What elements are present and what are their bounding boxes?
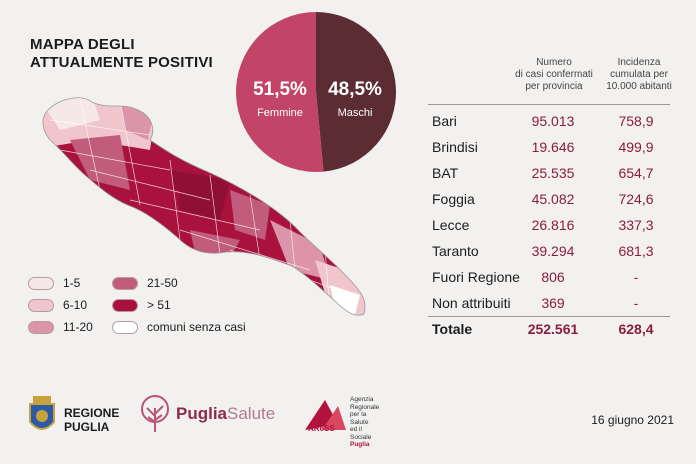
row-incidence: 499,9 — [618, 139, 654, 155]
row-province: Non attribuiti — [432, 295, 511, 311]
row-cases: 369 — [541, 295, 565, 311]
header-incidence: Incidenza cumulata per 10.000 abitanti — [598, 57, 680, 93]
aress-acronym: AReSS — [308, 424, 335, 433]
row-province: Taranto — [432, 243, 479, 259]
report-date: 16 giugno 2021 — [591, 413, 674, 427]
row-incidence: 724,6 — [618, 191, 654, 207]
puglia-salute-logo: PugliaSalute — [136, 394, 275, 439]
legend-swatch — [112, 298, 138, 312]
legend-swatch — [112, 320, 138, 334]
legend-item: 21-50 — [112, 276, 178, 290]
table-total-row: Totale 252.561 628,4 — [428, 316, 670, 342]
row-province: BAT — [432, 165, 459, 181]
row-province: Bari — [432, 113, 457, 129]
legend-swatch — [28, 320, 54, 334]
header-incidence-line: cumulata per — [610, 69, 668, 80]
row-cases: 39.294 — [531, 243, 575, 259]
gender-pie: 51,5% Femmine 48,5% Maschi — [233, 9, 399, 175]
region-line-1: REGIONE — [64, 406, 120, 420]
header-cases-line: per provincia — [525, 81, 583, 92]
male-label-group: 48,5% Maschi — [317, 79, 393, 119]
aress-line: ed il Sociale — [350, 426, 372, 441]
table-row: Bari 95.013 758,9 — [428, 108, 670, 134]
puglia-text: Puglia — [176, 404, 228, 423]
legend-item: comuni senza casi — [112, 320, 246, 334]
row-incidence: 337,3 — [618, 217, 654, 233]
page-title: MAPPA DEGLI ATTUALMENTE POSITIVI — [30, 36, 213, 72]
title-line-2: ATTUALMENTE POSITIVI — [30, 54, 213, 71]
tree-icon — [141, 395, 169, 432]
row-incidence: - — [633, 269, 639, 285]
table-row: Taranto 39.294 681,3 — [428, 238, 670, 264]
row-cases: 19.646 — [531, 139, 575, 155]
gender-pie-svg — [236, 12, 396, 172]
row-province: Foggia — [432, 191, 475, 207]
table-row: BAT 25.535 654,7 — [428, 160, 670, 186]
aress-logo: AReSS Agenzia Regionale per la Salute ed… — [302, 394, 379, 448]
header-incidence-line: Incidenza — [617, 57, 661, 68]
region-crest-icon — [29, 396, 55, 430]
legend-label: 6-10 — [63, 298, 88, 312]
row-cases: 95.013 — [531, 113, 575, 129]
aress-line: Puglia — [350, 441, 370, 448]
table-row: Lecce 26.816 337,3 — [428, 212, 670, 238]
legend-label: > 51 — [147, 298, 171, 312]
legend-label: 11-20 — [63, 320, 93, 334]
total-label: Totale — [432, 321, 473, 337]
table-divider — [428, 104, 670, 105]
row-cases: 45.082 — [531, 191, 575, 207]
row-incidence: - — [633, 295, 639, 311]
row-cases: 806 — [541, 269, 565, 285]
pie-slice-female — [236, 12, 324, 172]
aress-description: Agenzia Regionale per la Salute ed il So… — [350, 396, 379, 449]
total-incidence: 628,4 — [618, 321, 654, 337]
legend-item: 11-20 — [28, 320, 93, 334]
male-percent: 48,5% — [328, 79, 382, 100]
header-cases-line: di casi confermati — [515, 69, 593, 80]
total-cases: 252.561 — [527, 321, 579, 337]
aress-mark-icon — [305, 400, 346, 430]
legend-swatch — [112, 276, 138, 290]
regione-puglia-logo: REGIONE PUGLIA — [26, 394, 119, 443]
aress-line: Regionale — [350, 403, 380, 411]
aress-line: Agenzia — [350, 396, 374, 403]
row-incidence: 681,3 — [618, 243, 654, 259]
legend-item: > 51 — [112, 298, 171, 312]
region-line-2: PUGLIA — [64, 420, 110, 434]
table-row: Brindisi 19.646 499,9 — [428, 134, 670, 160]
row-cases: 25.535 — [531, 165, 575, 181]
legend-label: comuni senza casi — [147, 320, 246, 334]
row-province: Lecce — [432, 217, 470, 233]
legend-label: 1-5 — [63, 276, 81, 290]
table-row: Fuori Regione 806 - — [428, 264, 670, 290]
table-divider — [428, 316, 670, 317]
row-province: Brindisi — [432, 139, 478, 155]
female-label: Femmine — [257, 107, 303, 119]
row-incidence: 758,9 — [618, 113, 654, 129]
legend-swatch — [28, 298, 54, 312]
header-cases: Numero di casi confermati per provincia — [508, 57, 600, 93]
male-label: Maschi — [337, 107, 373, 119]
puglia-salute-wordmark: PugliaSalute — [176, 404, 275, 424]
row-province: Fuori Regione — [432, 269, 520, 285]
table-row: Non attribuiti 369 - — [428, 290, 670, 316]
salute-text: Salute — [227, 404, 276, 423]
female-percent: 51,5% — [253, 79, 307, 100]
region-name: REGIONE PUGLIA — [64, 406, 119, 434]
female-label-group: 51,5% Femmine — [241, 79, 319, 119]
legend-item: 1-5 — [28, 276, 80, 290]
row-cases: 26.816 — [531, 217, 575, 233]
header-cases-line: Numero — [536, 57, 572, 68]
pie-slice-male — [316, 12, 396, 172]
legend-item: 6-10 — [28, 298, 87, 312]
header-incidence-line: 10.000 abitanti — [606, 81, 672, 92]
legend-swatch — [28, 276, 54, 290]
row-incidence: 654,7 — [618, 165, 654, 181]
title-line-1: MAPPA DEGLI — [30, 36, 135, 53]
aress-line: per la Salute — [350, 411, 369, 426]
table-row: Foggia 45.082 724,6 — [428, 186, 670, 212]
legend-label: 21-50 — [147, 276, 178, 290]
